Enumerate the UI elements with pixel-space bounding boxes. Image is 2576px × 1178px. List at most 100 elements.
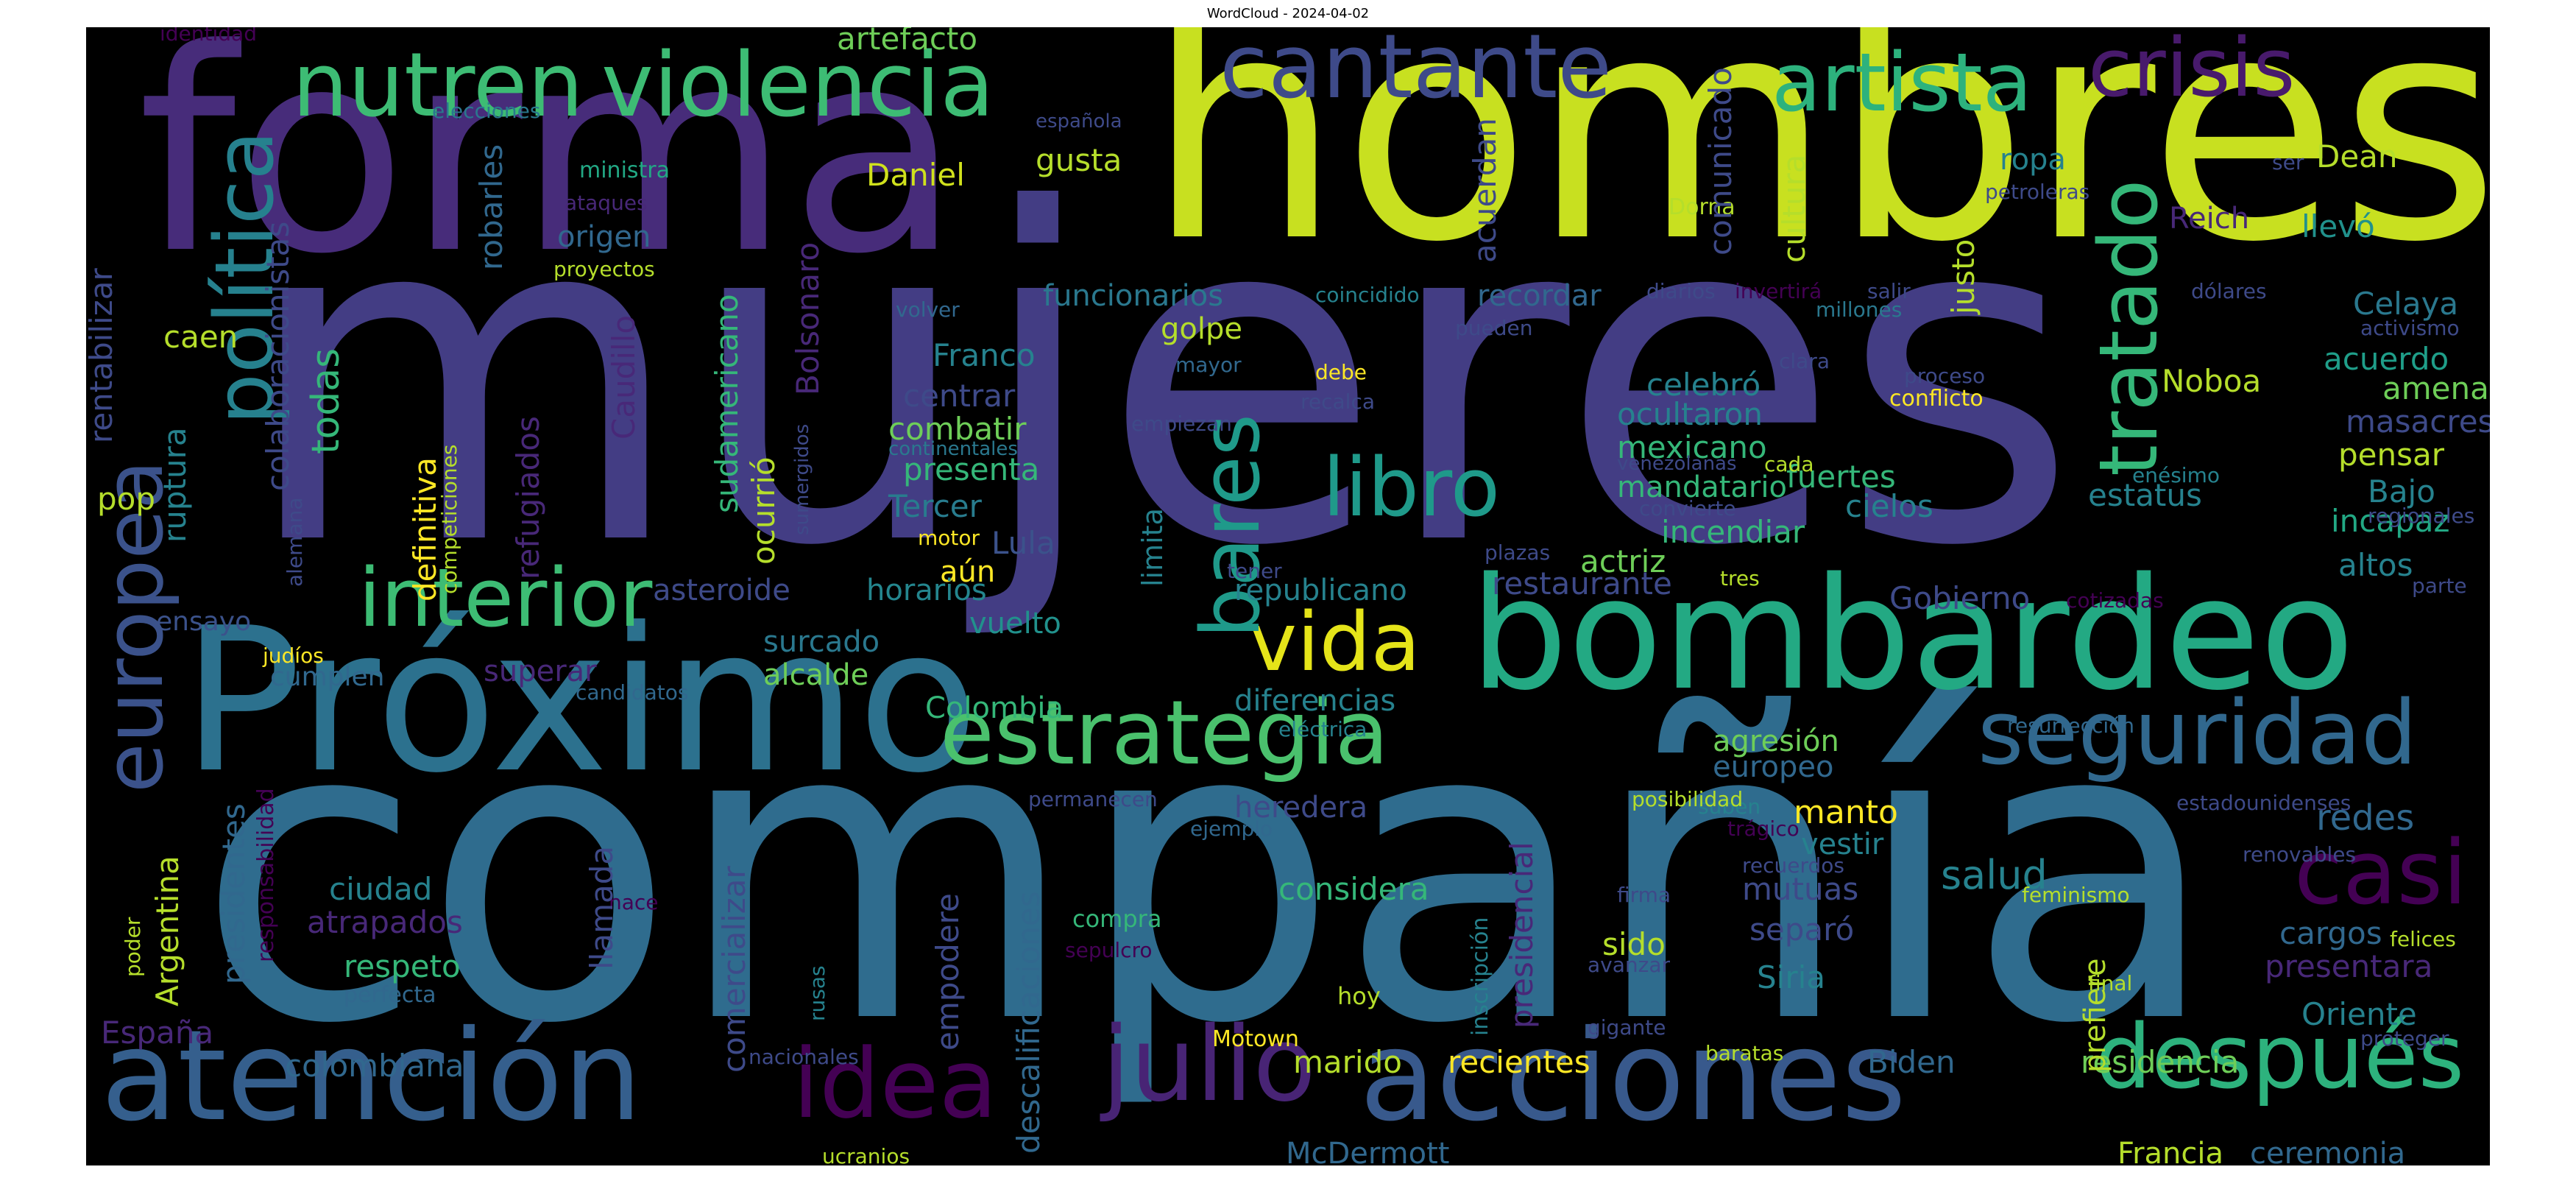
word-ser: ser [2272, 150, 2304, 174]
word-reich: Reich [2169, 202, 2250, 236]
word-cada: cada [1764, 452, 1814, 476]
word-gusta: gusta [1036, 142, 1122, 178]
word-ruptura: ruptura [157, 427, 193, 543]
word-española: española [1036, 110, 1122, 133]
word-presidencial: presidencial [1504, 842, 1540, 1029]
word-eléctrica: eléctrica [1278, 717, 1367, 741]
word-cielos: cielos [1845, 488, 1933, 524]
word-baratas: baratas [1705, 1041, 1784, 1065]
word-combatir: combatir [888, 411, 1027, 447]
word-colaboracionistas: colaboracionistas [260, 221, 296, 491]
word-horarios: horarios [866, 574, 987, 607]
word-considera: considera [1278, 871, 1429, 907]
word-lula: Lula [991, 525, 1055, 561]
word-mutuas: mutuas [1742, 871, 1859, 907]
word-mayor: mayor [1175, 353, 1242, 377]
word-europeo: europeo [1713, 750, 1834, 784]
word-mcdermott: McDermott [1286, 1137, 1450, 1165]
word-siria: Siria [1757, 959, 1826, 995]
word-salir: salir [1867, 279, 1911, 303]
word-cargos: cargos [2279, 915, 2382, 951]
word-rentabilizar: rentabilizar [86, 268, 119, 443]
word-pop: pop [97, 481, 156, 517]
word-salud: salud [1941, 852, 2048, 898]
word-pensar: pensar [2338, 437, 2445, 473]
word-bolsonaro: Bolsonaro [790, 241, 826, 395]
word-dólares: dólares [2191, 279, 2267, 303]
word-agresión: agresión [1713, 724, 1839, 758]
word-ataques: ataques [565, 191, 648, 215]
word-diferencias: diferencias [1234, 684, 1396, 718]
word-recuerdos: recuerdos [1742, 853, 1845, 878]
word-dorna: Dorna [1669, 194, 1735, 220]
word-acuerdo: acuerdo [2324, 341, 2449, 377]
word-judíos: judíos [263, 643, 324, 668]
word-tratado: tratado [2081, 179, 2176, 476]
word-parte: parte [2412, 574, 2467, 598]
word-mexicano: mexicano [1617, 429, 1767, 465]
word-ensayo: ensayo [156, 607, 252, 637]
word-definitiva: definitiva [407, 457, 443, 602]
word-poder: poder [121, 917, 145, 977]
word-estrategia: estrategia [940, 683, 1390, 785]
word-motown: Motown [1212, 1026, 1299, 1052]
word-compra: compra [1072, 905, 1162, 933]
word-proceso: proceso [1904, 364, 1986, 388]
word-fuertes: fuertes [1786, 459, 1896, 495]
word-alcalde: alcalde [763, 658, 869, 692]
word-conflicto: conflicto [1889, 386, 1984, 412]
word-avanzar: avanzar [1588, 953, 1670, 977]
word-hace: hace [609, 890, 659, 914]
word-noboa: Noboa [2162, 363, 2262, 399]
word-sepulcro: sepulcro [1065, 938, 1153, 962]
word-marido: marido [1293, 1044, 1402, 1080]
word-residencia: residencia [2081, 1044, 2240, 1080]
word-mujeres: mujeres [241, 115, 2078, 646]
word-comunicado: comunicado [1702, 67, 1738, 255]
word-manto: manto [1794, 794, 1898, 831]
word-volver: volver [896, 297, 960, 322]
word-llevó: llevó [2301, 208, 2375, 244]
word-hoy: hoy [1337, 982, 1381, 1010]
word-inscripción: inscripción [1468, 917, 1493, 1036]
word-origen: origen [557, 220, 651, 254]
word-próximo: Próximo [182, 585, 980, 817]
word-permanecen: permanecen [1028, 787, 1158, 811]
word-respeto: respeto [344, 948, 461, 984]
word-alemana: alemana [283, 497, 307, 587]
word-suben: suben [1698, 794, 1761, 819]
word-motor: motor [918, 526, 980, 550]
word-mandatario: mandatario [1617, 470, 1787, 504]
word-estatus: estatus [2088, 477, 2202, 513]
word-forma: forma [138, 27, 961, 315]
word-recalca: recalca [1301, 389, 1376, 414]
word-surcado: surcado [763, 625, 880, 659]
word-ocultaron: ocultaron [1617, 396, 1763, 432]
word-golpe: golpe [1161, 312, 1242, 346]
word-acuerdan: acuerdan [1467, 118, 1503, 263]
word-julio: julio [1102, 1005, 1317, 1125]
word-asteroide: asteroide [653, 574, 790, 607]
word-republicano: republicano [1234, 574, 1407, 607]
word-bombardeo: bombardeo [1470, 544, 2354, 724]
word-masacres: masacres [2346, 403, 2490, 440]
word-vuelto: vuelto [969, 607, 1061, 641]
word-limita: limita [1136, 508, 1169, 587]
word-proteger: proteger [2360, 1026, 2449, 1051]
word-ejemplo: ejemplo [1190, 817, 1273, 841]
word-petroleras: petroleras [1985, 180, 2090, 204]
word-biden: Biden [1867, 1044, 1956, 1080]
word-ministra: ministra [579, 158, 670, 183]
word-incendiar: incendiar [1661, 514, 1805, 550]
word-cantante: cantante [1220, 27, 1613, 119]
word-funcionarios: funcionarios [1043, 279, 1224, 313]
word-sumergidos: sumergidos [791, 423, 813, 535]
word-atrapados: atrapados [307, 904, 463, 940]
word-idea: idea [793, 1028, 998, 1140]
word-millones: millones [1816, 297, 1903, 322]
word-cultura: cultura [1776, 154, 1812, 263]
word-gobierno: Gobierno [1889, 580, 2031, 616]
word-presidentes: presidentes [216, 803, 252, 984]
word-trágico: trágico [1727, 817, 1800, 841]
word-vestir: vestir [1801, 828, 1884, 861]
